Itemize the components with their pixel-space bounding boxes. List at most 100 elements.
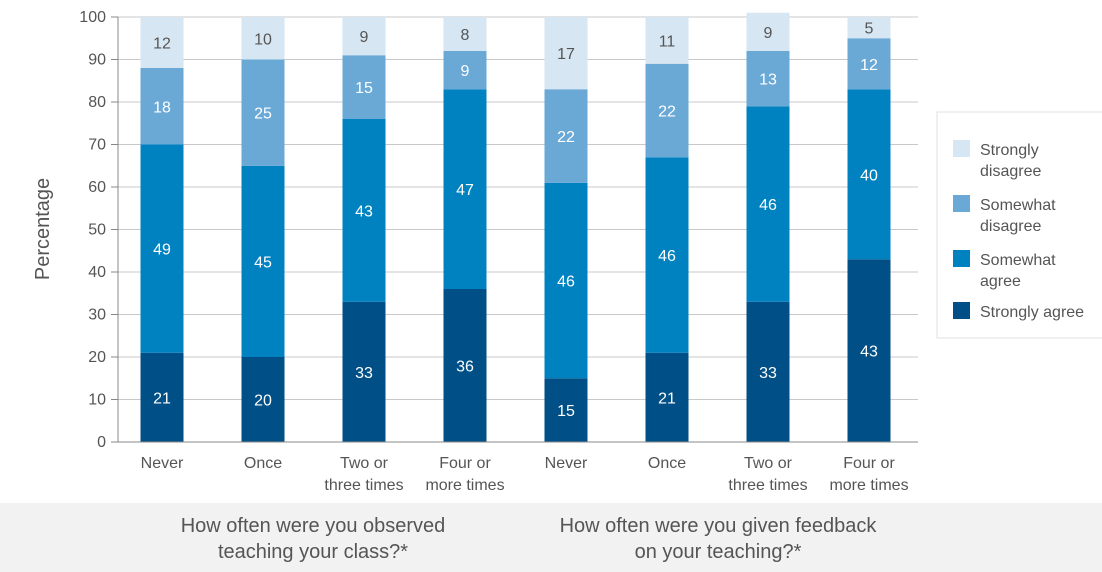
data-label: 5 — [865, 21, 874, 38]
x-category-label: Four or — [439, 455, 491, 472]
data-label: 22 — [557, 129, 575, 146]
bar-segment — [241, 165, 285, 357]
y-tick-label: 100 — [79, 9, 106, 26]
bar-segment — [645, 157, 689, 353]
data-label: 49 — [153, 242, 171, 259]
data-label: 12 — [153, 36, 171, 53]
x-category-label: more times — [829, 477, 908, 494]
bar-segment — [342, 301, 386, 442]
bar-segment — [342, 55, 386, 119]
legend-label: Strongly agree — [980, 304, 1084, 321]
data-label: 36 — [456, 359, 474, 376]
y-tick-label: 60 — [88, 179, 106, 196]
x-category-label: Once — [648, 455, 686, 472]
bar-segment — [645, 17, 689, 64]
data-label: 25 — [254, 106, 272, 123]
legend-label: Strongly — [980, 142, 1039, 159]
bar-segment — [746, 106, 790, 302]
y-tick-label: 30 — [88, 307, 106, 324]
data-label: 33 — [759, 365, 777, 382]
data-label: 9 — [764, 25, 773, 42]
bar-segment — [443, 17, 487, 51]
legend-label: agree — [980, 273, 1021, 290]
data-label: 46 — [759, 197, 777, 214]
data-label: 15 — [355, 80, 373, 97]
x-category-label: Two or — [340, 455, 389, 472]
legend-swatch — [953, 140, 970, 157]
data-label: 8 — [461, 27, 470, 44]
bar-segment — [342, 17, 386, 56]
bar-segment — [645, 352, 689, 442]
legend-swatch — [953, 250, 970, 267]
group-label: on your teaching?* — [635, 541, 802, 563]
x-category-label: Once — [244, 455, 282, 472]
bar-segment — [342, 119, 386, 302]
y-tick-label: 50 — [88, 222, 106, 239]
y-tick-label: 90 — [88, 52, 106, 69]
data-label: 17 — [557, 46, 575, 63]
bar-segment — [645, 63, 689, 158]
data-label: 43 — [355, 203, 373, 220]
y-tick-label: 10 — [88, 392, 106, 409]
data-label: 40 — [860, 167, 878, 184]
y-axis-title: Percentage — [32, 178, 54, 280]
group-label: How often were you given feedback — [560, 515, 878, 537]
group-label: teaching your class?* — [218, 541, 408, 563]
x-category-label: Two or — [744, 455, 793, 472]
bar-segment — [241, 59, 285, 166]
data-label: 21 — [153, 390, 171, 407]
y-tick-label: 70 — [88, 137, 106, 154]
legend-swatch — [953, 195, 970, 212]
bar-segment — [847, 38, 891, 90]
bar-segment — [443, 289, 487, 442]
footer-band — [0, 503, 1102, 572]
data-label: 9 — [360, 29, 369, 46]
x-category-label: three times — [728, 477, 807, 494]
data-label: 33 — [355, 365, 373, 382]
x-category-label: Four or — [843, 455, 895, 472]
bar-segment — [544, 378, 588, 442]
bar-segment — [241, 17, 285, 60]
data-label: 45 — [254, 254, 272, 271]
legend-swatch — [953, 302, 970, 319]
bar-segment — [746, 301, 790, 442]
bar-segment — [847, 17, 891, 39]
group-label: How often were you observed — [181, 515, 446, 537]
data-label: 20 — [254, 393, 272, 410]
legend-label: disagree — [980, 218, 1041, 235]
y-tick-label: 20 — [88, 349, 106, 366]
data-label: 21 — [658, 390, 676, 407]
bar-segment — [544, 17, 588, 90]
x-category-label: Never — [141, 455, 184, 472]
x-category-label: more times — [425, 477, 504, 494]
bar-segment — [140, 352, 184, 442]
x-category-label: three times — [324, 477, 403, 494]
bar-segment — [746, 12, 790, 51]
y-tick-label: 40 — [88, 264, 106, 281]
bar-segment — [544, 89, 588, 183]
data-label: 10 — [254, 31, 272, 48]
data-label: 43 — [860, 344, 878, 361]
bar-segment — [443, 89, 487, 289]
y-tick-label: 80 — [88, 94, 106, 111]
bar-segment — [140, 144, 184, 353]
data-label: 9 — [461, 63, 470, 80]
data-label: 13 — [759, 72, 777, 89]
legend-label: Somewhat — [980, 197, 1056, 214]
bar-segment — [847, 259, 891, 442]
x-category-label: Never — [545, 455, 588, 472]
data-label: 46 — [658, 248, 676, 265]
data-label: 47 — [456, 182, 474, 199]
legend-label: disagree — [980, 163, 1041, 180]
bar-segment — [140, 68, 184, 145]
data-label: 11 — [659, 33, 676, 50]
bar-segment — [746, 51, 790, 107]
data-label: 12 — [860, 57, 878, 74]
bar-segment — [443, 51, 487, 90]
bar-segment — [847, 89, 891, 260]
data-label: 46 — [557, 274, 575, 291]
y-tick-label: 0 — [97, 434, 106, 451]
bar-segment — [241, 357, 285, 442]
